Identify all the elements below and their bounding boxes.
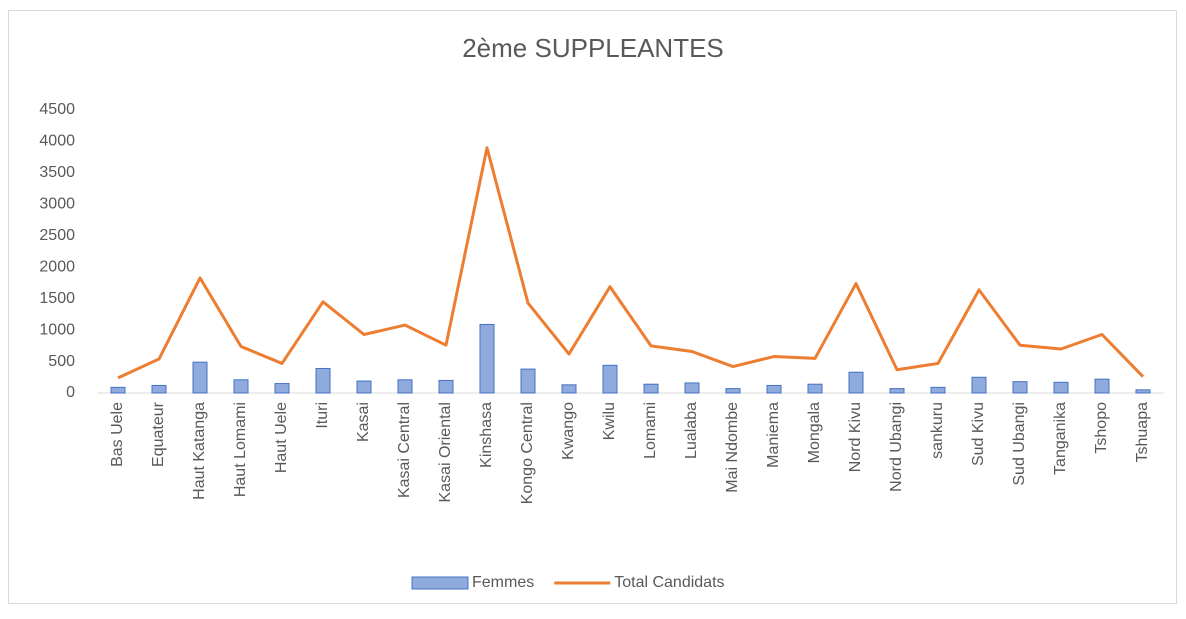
bar — [848, 371, 864, 394]
x-tick-label: Tshuapa — [1134, 402, 1151, 463]
y-tick-label: 1000 — [39, 321, 75, 338]
bar — [192, 361, 208, 394]
bar — [971, 376, 987, 394]
bar — [233, 379, 249, 394]
x-tick-label: sankuru — [929, 402, 946, 459]
x-tick-label: Sud Kivu — [970, 402, 987, 466]
bar — [684, 382, 700, 394]
legend-label: Total Candidats — [614, 574, 724, 591]
bar — [766, 384, 782, 394]
x-tick-label: Haut Uele — [273, 402, 290, 473]
bar — [1012, 381, 1028, 394]
y-tick-label: 3500 — [39, 164, 75, 181]
y-tick-label: 4000 — [39, 133, 75, 150]
bar — [1094, 378, 1110, 394]
y-tick-label: 500 — [48, 353, 75, 370]
x-tick-label: Kasai Oriental — [437, 402, 454, 503]
chart-border — [8, 10, 1177, 604]
x-tick-label: Kongo Central — [519, 402, 536, 504]
x-tick-label: Lomami — [642, 402, 659, 459]
x-tick-label: Maniema — [765, 402, 782, 468]
y-tick-label: 3000 — [39, 196, 75, 213]
legend-swatch — [411, 576, 469, 590]
bar — [520, 368, 536, 394]
bar — [274, 383, 290, 394]
line — [117, 146, 1145, 380]
x-tick-label: Tshopo — [1093, 402, 1110, 454]
y-tick-label: 1500 — [39, 290, 75, 307]
x-tick-label: Sud Ubangi — [1011, 402, 1028, 486]
x-tick-label: Kasai — [355, 402, 372, 442]
x-tick-label: Kwilu — [601, 402, 618, 440]
bar — [725, 388, 741, 394]
bar — [1135, 389, 1151, 394]
x-tick-label: Tanganika — [1052, 402, 1069, 475]
legend-label: Femmes — [472, 574, 534, 591]
y-tick-label: 2500 — [39, 227, 75, 244]
bar — [561, 384, 577, 394]
bar — [807, 383, 823, 394]
x-tick-label: Nord Kivu — [847, 402, 864, 472]
x-tick-label: Haut Katanga — [191, 402, 208, 500]
y-tick-label: 4500 — [39, 101, 75, 118]
x-tick-label: Haut Lomami — [232, 402, 249, 497]
x-tick-label: Mai Ndombe — [724, 402, 741, 493]
bar — [110, 386, 126, 394]
bar — [438, 379, 454, 394]
bar — [315, 367, 331, 394]
x-tick-label: Bas Uele — [109, 402, 126, 467]
x-tick-label: Nord Ubangi — [888, 402, 905, 492]
bar — [397, 379, 413, 394]
bar — [930, 386, 946, 394]
bar — [1053, 381, 1069, 394]
y-tick-label: 2000 — [39, 258, 75, 275]
bar — [602, 364, 618, 394]
bar — [479, 323, 495, 394]
bar — [643, 383, 659, 394]
x-tick-label: Kwango — [560, 402, 577, 460]
x-tick-label: Lualaba — [683, 402, 700, 459]
y-tick-label: 0 — [66, 384, 75, 401]
x-tick-label: Ituri — [314, 402, 331, 429]
x-tick-label: Kinshasa — [478, 402, 495, 468]
bar — [151, 384, 167, 394]
bar — [356, 380, 372, 394]
x-tick-label: Equateur — [150, 401, 167, 467]
bar — [889, 388, 905, 394]
chart-title: 2ème SUPPLEANTES — [462, 33, 724, 63]
x-tick-label: Mongala — [806, 402, 823, 463]
x-tick-label: Kasai Central — [396, 402, 413, 498]
